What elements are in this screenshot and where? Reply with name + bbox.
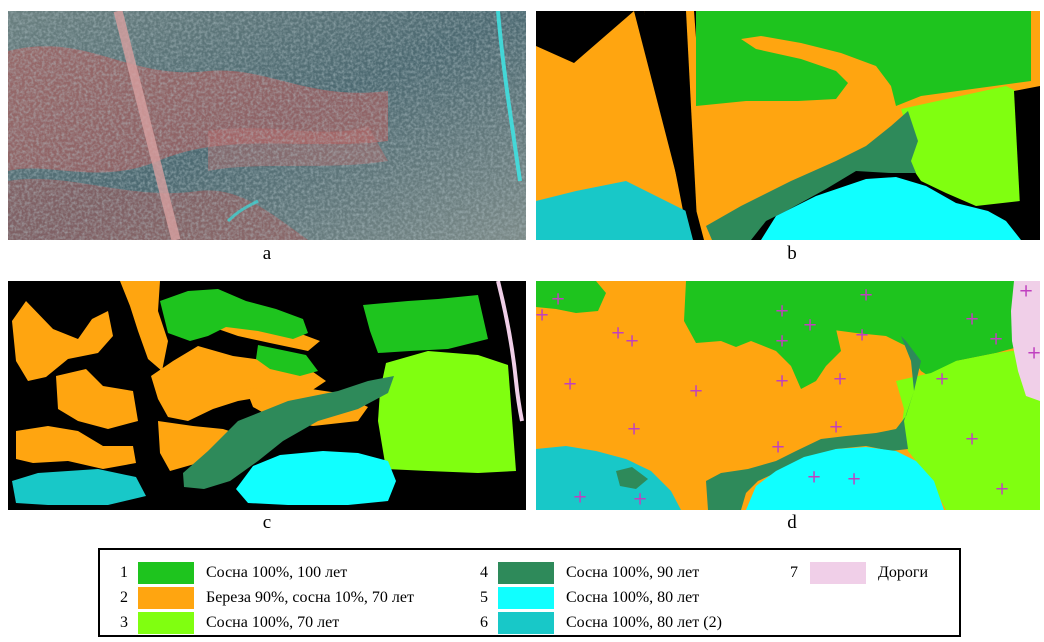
- legend-label: Сосна 100%, 70 лет: [206, 614, 340, 631]
- sample-point-marker: +: [806, 467, 821, 488]
- region-pine-70: [896, 349, 1040, 510]
- region-birch: [16, 426, 136, 469]
- legend-item-7: 7 Дороги: [790, 561, 928, 585]
- sample-point-marker: +: [1026, 343, 1040, 364]
- legend-item-4: 4 Сосна 100%, 90 лет: [480, 561, 699, 585]
- region-pine-70: [378, 351, 516, 473]
- legend-label: Сосна 100%, 90 лет: [566, 564, 700, 581]
- legend-number: 3: [120, 614, 128, 631]
- legend-item-5: 5 Сосна 100%, 80 лет: [480, 586, 699, 610]
- sample-point-marker: +: [964, 429, 979, 450]
- sample-point-marker: +: [994, 479, 1009, 500]
- legend-number: 2: [120, 589, 128, 606]
- region-pine-90: [616, 467, 648, 489]
- legend-swatch: [138, 612, 194, 634]
- legend-number: 4: [480, 564, 488, 581]
- panel-d-caption: d: [787, 512, 797, 533]
- legend-number: 7: [790, 564, 798, 581]
- legend-swatch: [498, 562, 554, 584]
- aerial-image: [8, 11, 526, 240]
- sample-point-marker: +: [774, 331, 789, 352]
- sample-point-marker: +: [550, 289, 565, 310]
- sample-point-marker: +: [774, 301, 789, 322]
- region-pine-90: [183, 376, 394, 489]
- panel-c-caption: c: [262, 512, 272, 533]
- region-pine-100: [696, 11, 1031, 106]
- region-pine-70: [901, 86, 1020, 206]
- sample-point-marker: +: [988, 329, 1003, 350]
- road-line: [496, 281, 524, 422]
- legend-item-6: 6 Сосна 100%, 80 лет (2): [480, 611, 722, 635]
- region-pine-80: [746, 447, 944, 510]
- legend-swatch: [138, 562, 194, 584]
- panel-a-caption: a: [262, 243, 272, 264]
- sample-point-marker: +: [572, 487, 587, 508]
- sample-point-marker: +: [626, 419, 641, 440]
- panel-d-map: + + + + + + + + + + + + + + + + + + + + + + + + + + +: [536, 281, 1040, 510]
- sample-points: ++++++ +++++++ ++++ ++++++++++: [536, 281, 1040, 510]
- sample-point-marker: +: [562, 374, 577, 395]
- legend-item-2: 2 Береза 90%, сосна 10%, 70 лет: [120, 586, 414, 610]
- region-pine-80: [236, 451, 396, 505]
- region-pine-80: [761, 177, 1021, 240]
- road-strip: [1014, 86, 1040, 240]
- region-pine-80-2: [536, 181, 694, 240]
- road-strip: [1011, 281, 1040, 401]
- legend-label: Сосна 100%, 80 лет: [566, 589, 700, 606]
- legend-swatch: [138, 587, 194, 609]
- panel-c-map: [8, 281, 526, 510]
- legend-swatch: [498, 587, 554, 609]
- legend-label: Береза 90%, сосна 10%, 70 лет: [206, 589, 415, 606]
- region-pine-100: [160, 289, 308, 341]
- legend-item-1: 1 Сосна 100%, 100 лет: [120, 561, 347, 585]
- legend-swatch: [810, 562, 866, 584]
- sample-point-marker: +: [610, 323, 625, 344]
- sample-point-marker: +: [854, 325, 869, 346]
- region-birch: [56, 369, 138, 429]
- region-pine-90: [706, 111, 918, 240]
- legend-number: 1: [120, 564, 128, 581]
- sample-point-marker: +: [802, 315, 817, 336]
- region-pine-100: [256, 345, 318, 376]
- region-pine-100: [363, 295, 488, 353]
- sample-point-marker: +: [770, 437, 785, 458]
- panel-a-aerial-image: [8, 11, 526, 240]
- panel-b-map: [536, 11, 1040, 240]
- region-pine-100: [536, 281, 606, 313]
- sample-point-marker: +: [858, 285, 873, 306]
- region-pine-80-2: [12, 469, 146, 505]
- legend-number: 6: [480, 614, 488, 631]
- legend-label: Сосна 100%, 100 лет: [206, 564, 348, 581]
- legend-number: 5: [480, 589, 488, 606]
- legend-label: Сосна 100%, 80 лет (2): [566, 614, 722, 631]
- sample-point-marker: +: [964, 309, 979, 330]
- panel-b-caption: b: [787, 243, 797, 264]
- region-birch: [12, 301, 113, 381]
- road-strip: [634, 11, 704, 240]
- region-pine-90: [706, 336, 921, 510]
- region-birch: [536, 11, 698, 240]
- legend: 1 Сосна 100%, 100 лет 2 Береза 90%, сосн…: [98, 548, 961, 637]
- region-birch: [120, 281, 168, 371]
- sample-point-marker: +: [688, 381, 703, 402]
- region-pine-80-2: [536, 446, 681, 510]
- sample-point-marker: +: [832, 369, 847, 390]
- sample-point-marker: +: [624, 331, 639, 352]
- sample-point-marker: +: [1018, 281, 1033, 302]
- sample-point-marker: +: [632, 489, 647, 510]
- sample-point-marker: +: [536, 305, 550, 326]
- sample-point-marker: +: [846, 469, 861, 490]
- sample-point-marker: +: [774, 371, 789, 392]
- region-pine-100: [684, 281, 1040, 389]
- legend-item-3: 3 Сосна 100%, 70 лет: [120, 611, 339, 635]
- legend-label: Дороги: [878, 564, 929, 581]
- sample-point-marker: +: [934, 369, 949, 390]
- sample-point-marker: +: [828, 417, 843, 438]
- legend-swatch: [498, 612, 554, 634]
